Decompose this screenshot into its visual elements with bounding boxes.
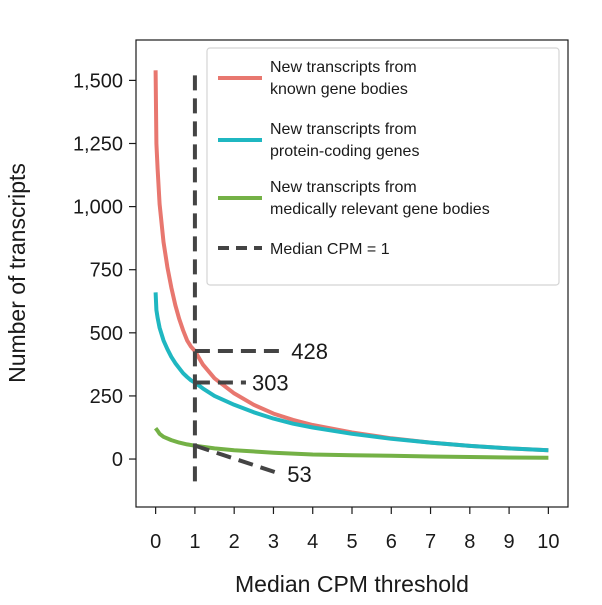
legend-label-2: New transcripts from protein-coding genes	[270, 121, 419, 160]
x-tick-label: 10	[537, 531, 559, 553]
series-line-2	[153, 292, 549, 453]
y-tick-label: 500	[90, 323, 123, 345]
x-tick-label: 3	[268, 531, 279, 553]
x-tick-label: 5	[346, 531, 357, 553]
legend-label-3: New transcripts from medically relevant g…	[270, 179, 490, 218]
y-tick-label: 1,000	[73, 197, 123, 219]
legend-box	[206, 47, 560, 286]
x-tick-label: 9	[504, 531, 515, 553]
series-lines	[153, 70, 549, 460]
x-axis-title: Median CPM threshold	[235, 571, 469, 597]
legend: New transcripts from known gene bodies New…	[206, 47, 560, 286]
x-tick-label: 8	[464, 531, 475, 553]
y-tick-label: 750	[90, 260, 123, 282]
x-tick-label: 1	[189, 531, 200, 553]
x-tick-label: 4	[307, 531, 318, 553]
x-tick-label: 0	[150, 531, 161, 553]
annotation-label-303: 303	[252, 371, 289, 396]
x-tick-label: 6	[386, 531, 397, 553]
x-tick-label: 7	[425, 531, 436, 553]
y-tick-label: 1,250	[73, 133, 123, 155]
annotation-label-53: 53	[287, 462, 311, 487]
x-tick-label: 2	[229, 531, 240, 553]
series-line-3	[154, 426, 549, 460]
axes: 0 250 500 750 1,000 1,250 1,500 0 1 2 3 4 5 6 7 8 9 10	[73, 39, 569, 553]
annotation-line-53	[194, 443, 282, 477]
y-tick-label: 0	[112, 449, 123, 471]
annotation-label-428: 428	[291, 339, 328, 364]
y-tick-label: 250	[90, 386, 123, 408]
legend-label-1: New transcripts from known gene bodies	[270, 59, 417, 98]
legend-label-reference: Median CPM = 1	[270, 241, 390, 258]
y-axis-title: Number of transcripts	[4, 163, 30, 383]
y-tick-label: 1,500	[73, 70, 123, 92]
